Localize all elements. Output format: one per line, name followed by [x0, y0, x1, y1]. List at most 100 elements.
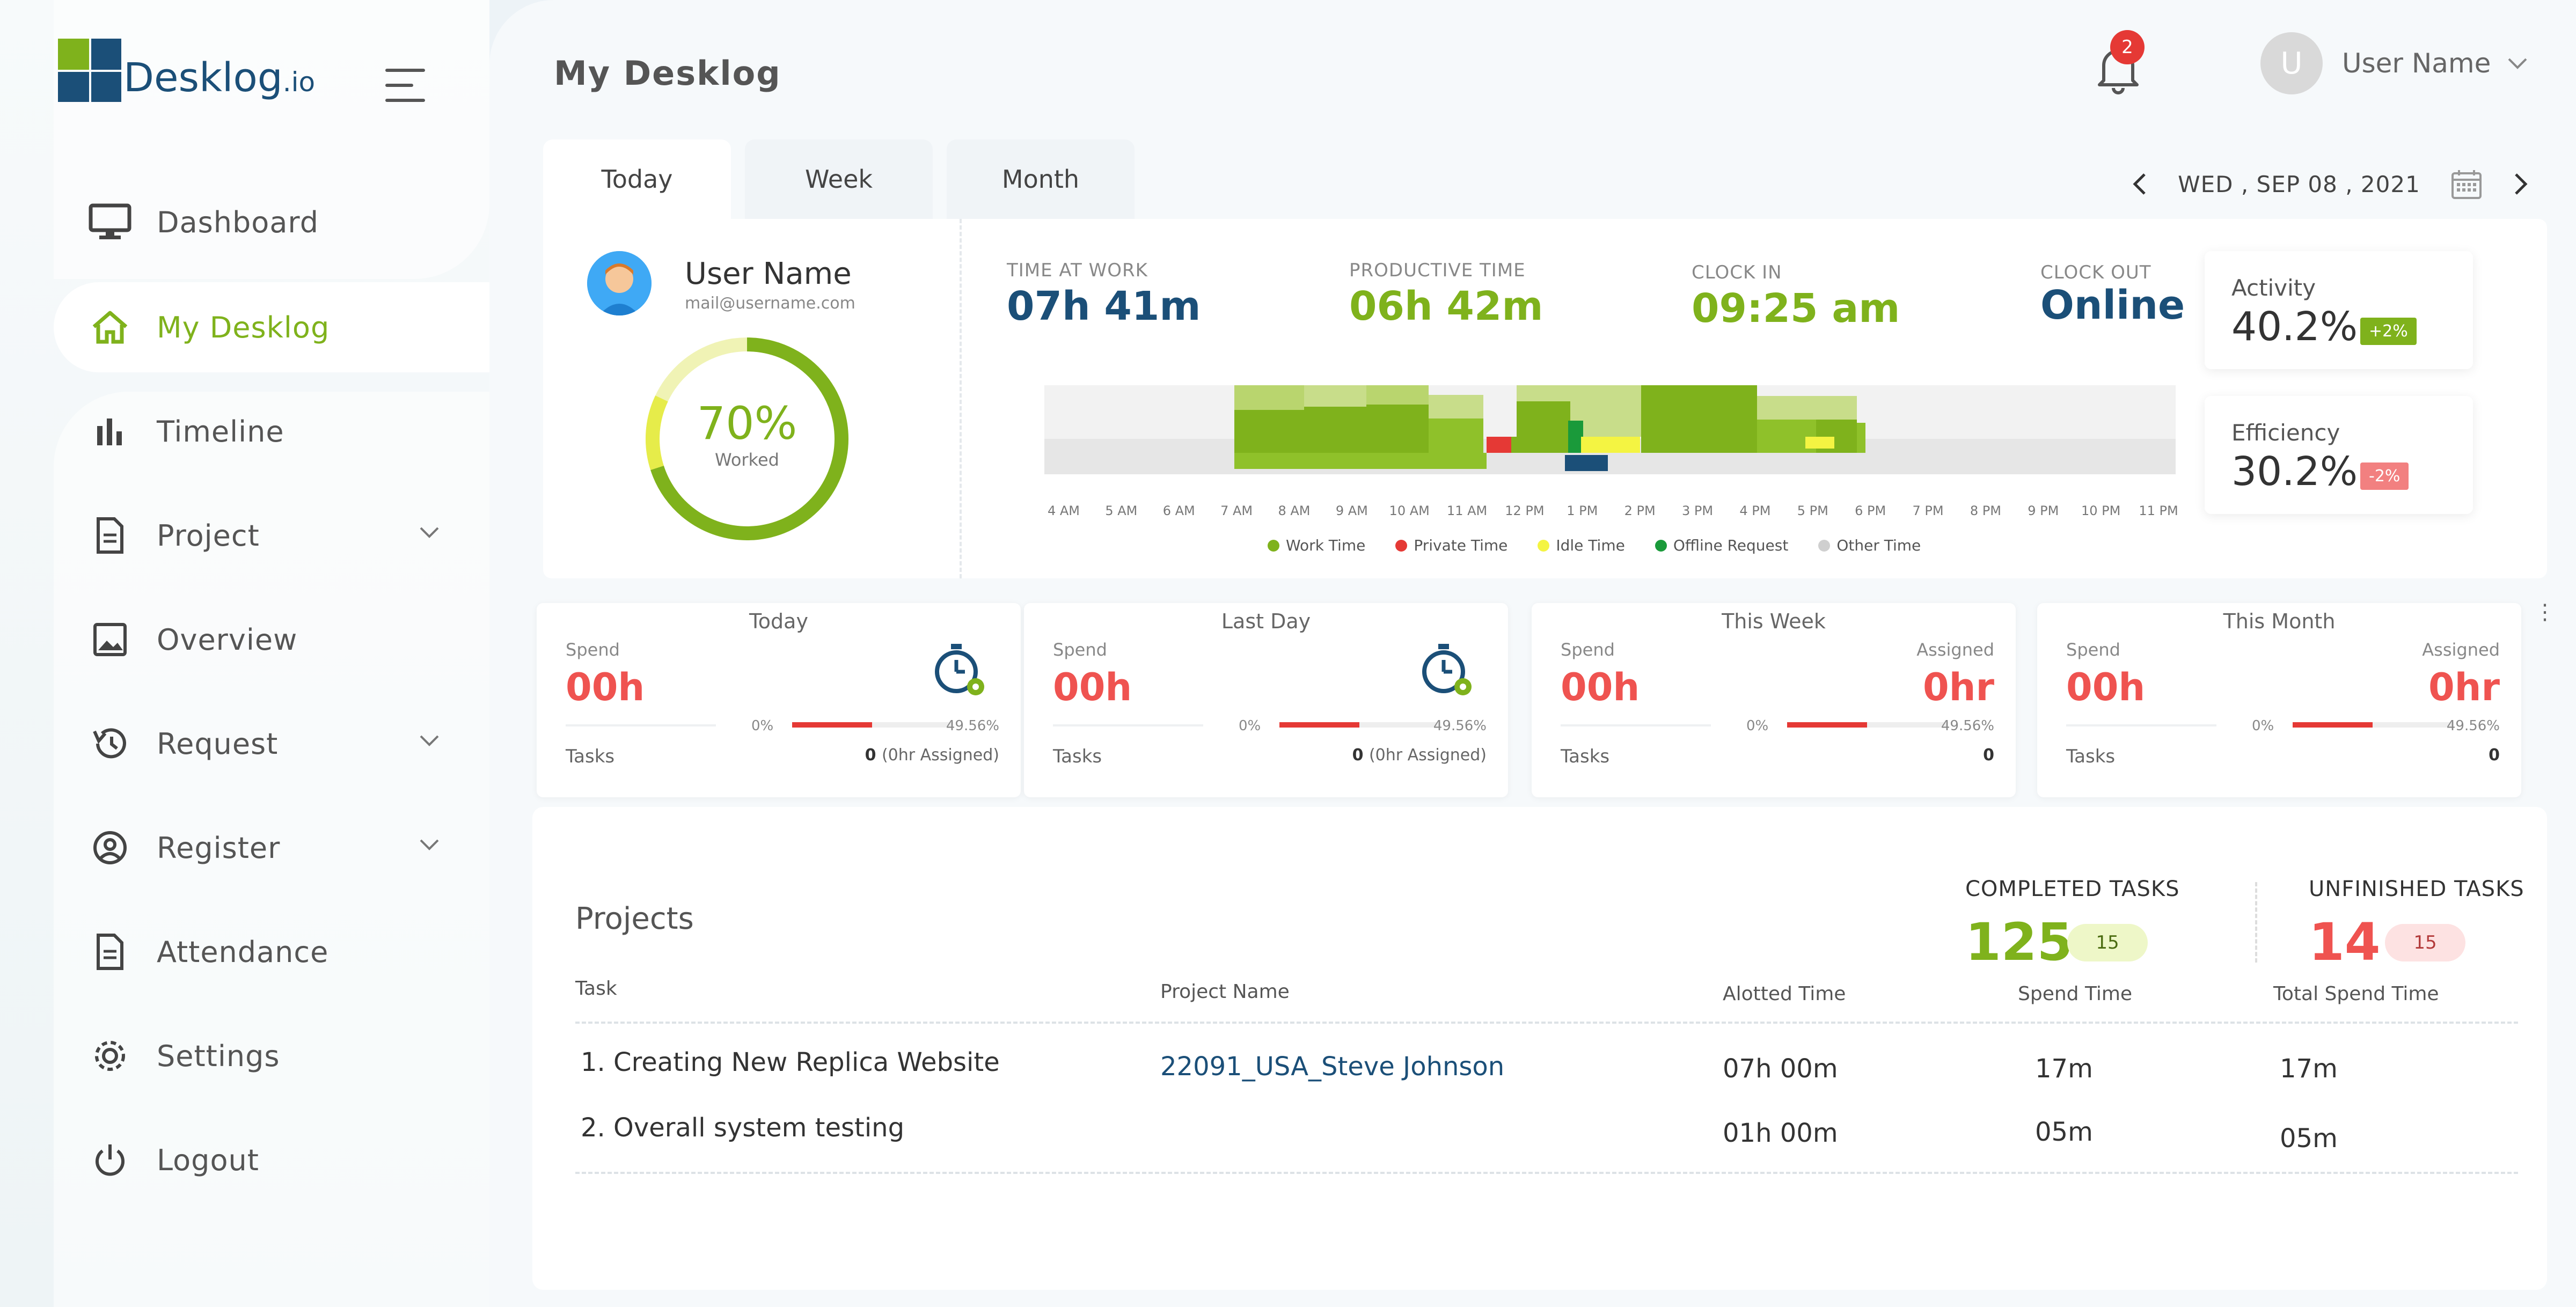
tasks-label: Tasks [1561, 746, 1610, 767]
tab-today[interactable]: Today [543, 139, 731, 219]
app-logo[interactable]: Desklog.io [58, 39, 315, 102]
chevron-right-icon[interactable] [2513, 172, 2529, 196]
summary-card-last-day: Last Day Spend 00h 0% 49.56% Tasks 0 (0hr Assi… [1024, 603, 1508, 797]
timeline-tick-label: 1 PM [1567, 503, 1598, 518]
legend-dot [1268, 539, 1279, 552]
summary-title: This Month [2223, 610, 2336, 633]
tab-week[interactable]: Week [745, 139, 933, 219]
efficiency-change-badge: -2% [2360, 462, 2409, 490]
task-name: 1. Creating New Replica Website [581, 1047, 1000, 1077]
timeline-block [1857, 423, 1865, 453]
worked-label: Worked [715, 450, 779, 470]
sidebar-item-label: Project [157, 518, 260, 553]
worked-percent: 70% [697, 397, 797, 450]
worked-arc [646, 337, 848, 540]
timeline-offline-block [1568, 421, 1583, 453]
timeline-private-block [1487, 437, 1511, 453]
unfinished-tasks-value: 14 [2309, 912, 2381, 972]
chevron-down-icon[interactable] [419, 838, 440, 851]
column-header-total-spend-time: Total Spend Time [2273, 983, 2439, 1005]
chevron-left-icon[interactable] [2132, 172, 2148, 196]
legend-label: Private Time [1414, 537, 1508, 554]
progress-max: 49.56% [946, 718, 999, 734]
timeline-tick-label: 11 PM [2139, 503, 2178, 518]
sidebar-item-label: Request [157, 726, 279, 761]
user-menu[interactable]: U User Name [2260, 32, 2528, 94]
timeline-legend: Work Time Private Time Idle Time Offline Re… [1268, 537, 1951, 554]
timer-settings-icon[interactable] [930, 641, 989, 700]
timeline-tick-label: 5 PM [1797, 503, 1828, 518]
project-link[interactable]: 22091_USA_Steve Johnson [1160, 1052, 1505, 1082]
time-at-work-label: TIME AT WORK [1007, 260, 1148, 281]
remaining-arc [646, 337, 848, 540]
chevron-down-icon[interactable] [2507, 57, 2528, 70]
sidebar: Desklog.io Dashboard My Desklog [0, 0, 489, 1307]
sidebar-item-register[interactable]: Register [54, 803, 478, 893]
clock-out-label: CLOCK OUT [2040, 262, 2151, 283]
notification-badge[interactable]: 2 [2110, 30, 2145, 64]
user-name[interactable]: User Name [2342, 48, 2491, 79]
activity-value: 40.2% [2231, 304, 2358, 350]
sidebar-item-project[interactable]: Project [54, 490, 478, 581]
spend-time: 17m [2035, 1054, 2093, 1084]
timer-settings-icon[interactable] [1417, 641, 1476, 700]
progress-max: 49.56% [1433, 718, 1487, 734]
summary-card-this-month: This Month Spend 00h Assigned 0hr 0% 49.56% Tas… [2037, 603, 2521, 797]
progress-max: 49.56% [1941, 718, 1994, 734]
task-name: 2. Overall system testing [581, 1113, 905, 1143]
sidebar-item-dashboard[interactable]: Dashboard [54, 177, 478, 267]
spend-label: Spend [2066, 640, 2120, 660]
summary-card-today: Today Spend 00h 0% 49.56% Tasks 0 (0hr Assigne… [537, 603, 1021, 797]
sidebar-item-my-desklog[interactable]: My Desklog [54, 282, 489, 372]
timeline-tick-label: 6 PM [1855, 503, 1886, 518]
home-icon [86, 303, 134, 351]
legend-item: Offline Request [1655, 537, 1788, 554]
sidebar-item-label: Register [157, 831, 281, 865]
bar-chart-icon [86, 407, 134, 456]
sidebar-item-overview[interactable]: Overview [54, 594, 478, 685]
timeline-tick-label: 11 AM [1446, 503, 1488, 518]
timeline-block [1816, 396, 1857, 420]
progress-bar [2293, 722, 2454, 728]
timeline-tick-label: 5 AM [1105, 503, 1138, 518]
timeline-block [1234, 453, 1487, 469]
spend-value: 00h [1561, 665, 1640, 709]
main-content: My Desklog 2 U User Name Today Week Mont… [489, 0, 2576, 1307]
tab-month[interactable]: Month [947, 139, 1135, 219]
efficiency-label: Efficiency [2231, 420, 2340, 446]
sidebar-item-settings[interactable]: Settings [54, 1011, 478, 1101]
chevron-down-icon[interactable] [419, 734, 440, 747]
clock-in-value: 09:25 am [1692, 285, 1900, 332]
activity-change-badge: +2% [2360, 318, 2417, 345]
timeline-idle-block [1805, 437, 1834, 449]
efficiency-value: 30.2% [2231, 449, 2358, 495]
avatar[interactable]: U [2260, 32, 2323, 94]
timeline-block [1234, 410, 1304, 453]
menu-toggle-icon[interactable] [385, 69, 425, 103]
sidebar-item-request[interactable]: Request [54, 699, 478, 789]
timeline-block [1234, 385, 1304, 410]
stats-divider [2255, 882, 2257, 963]
spend-divider [566, 724, 716, 726]
chevron-down-icon[interactable] [419, 526, 440, 539]
progress-min: 0% [1746, 718, 1769, 734]
calendar-icon[interactable] [2450, 168, 2483, 200]
sidebar-item-logout[interactable]: Logout [54, 1115, 478, 1205]
activity-label: Activity [2231, 275, 2316, 301]
more-options-icon[interactable]: ⋮ [2534, 600, 2556, 625]
assigned-label: Assigned [1916, 640, 1994, 660]
timeline-block [1304, 385, 1366, 407]
sidebar-item-label: Attendance [157, 935, 329, 969]
clock-out-value: Online [2040, 282, 2185, 328]
efficiency-card: Efficiency 30.2% -2% [2205, 396, 2473, 514]
sidebar-item-timeline[interactable]: Timeline [54, 386, 478, 476]
completed-tasks-label: COMPLETED TASKS [1965, 877, 2180, 901]
sidebar-item-attendance[interactable]: Attendance [54, 907, 478, 997]
sidebar-item-label: Dashboard [157, 205, 319, 239]
column-header-task: Task [575, 978, 617, 1000]
timeline-block [1429, 395, 1483, 418]
timeline-tick-label: 12 PM [1505, 503, 1545, 518]
progress-bar [1279, 722, 1440, 728]
assigned-label: Assigned [2422, 640, 2500, 660]
progress-bar [792, 722, 953, 728]
